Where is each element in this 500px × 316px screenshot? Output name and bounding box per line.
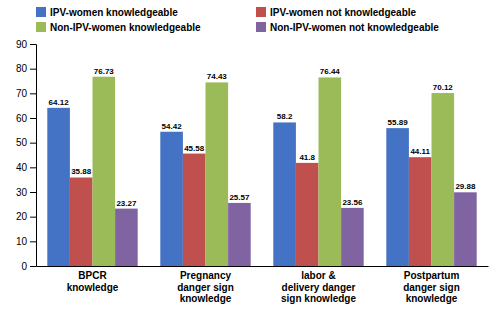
bar — [296, 163, 319, 266]
x-tick: BPCRknowledge — [67, 270, 119, 293]
y-tick-label: 10 — [16, 236, 28, 247]
data-label: 76.44 — [320, 67, 341, 76]
y-tick-mark — [30, 93, 36, 94]
legend-item: IPV-women knowledgeable — [36, 7, 178, 18]
x-tick-label: BPCRknowledge — [67, 270, 119, 293]
legend-item: IPV-women not knowledgeable — [256, 7, 417, 18]
bar — [47, 108, 70, 266]
y-tick-label: 80 — [16, 63, 28, 74]
bar — [432, 93, 455, 266]
legend-swatch — [256, 22, 266, 32]
data-label: 74.43 — [207, 72, 228, 81]
data-label: 23.56 — [342, 198, 363, 207]
chart: 64.12 54.42 58.2 55.89 35.88 45.58 41.8 44.11 76… — [0, 0, 500, 316]
y-tick-mark — [30, 167, 36, 168]
y-tick: 80 — [16, 63, 36, 74]
x-axis: BPCRknowledge Pregnancydanger signknowled… — [37, 267, 489, 305]
y-axis: 0 10 20 30 40 50 60 70 80 90 — [16, 39, 37, 272]
bar-series — [93, 77, 455, 266]
bar — [206, 82, 229, 266]
data-label: 45.58 — [184, 144, 205, 153]
data-label: 44.11 — [410, 147, 430, 156]
x-axis-line — [37, 266, 489, 267]
legend-label: Non-IPV-women not knowledgeable — [270, 22, 439, 33]
y-tick: 30 — [16, 187, 36, 198]
y-tick-mark — [30, 266, 36, 267]
legend-item: Non-IPV-women not knowledgeable — [256, 22, 439, 33]
x-tick-label: Postpartumdanger signknowledge — [403, 270, 460, 304]
bar — [183, 154, 206, 266]
y-tick-label: 60 — [16, 113, 28, 124]
x-tick-label: Pregnancydanger signknowledge — [177, 270, 234, 304]
legend-item: Non-IPV-women knowledgeable — [36, 22, 201, 33]
legend: IPV-women knowledgeable IPV-women not kno… — [36, 7, 439, 33]
y-tick: 90 — [16, 39, 36, 50]
legend-label: IPV-women knowledgeable — [50, 7, 178, 18]
data-label: 55.89 — [388, 118, 409, 127]
bar-series — [115, 192, 477, 266]
bar — [70, 177, 93, 266]
data-label: 64.12 — [49, 98, 70, 107]
y-tick: 10 — [16, 236, 36, 247]
y-tick: 40 — [16, 162, 36, 173]
legend-label: Non-IPV-women knowledgeable — [50, 22, 201, 33]
y-tick-mark — [30, 44, 36, 45]
x-tick: labor &delivery dangersign knowledge — [281, 270, 356, 304]
y-tick: 70 — [16, 88, 36, 99]
y-tick-label: 30 — [16, 187, 28, 198]
y-tick: 20 — [16, 211, 36, 222]
y-tick-label: 20 — [16, 211, 28, 222]
bar — [228, 203, 251, 266]
data-label: 70.12 — [433, 83, 454, 92]
data-label: 25.57 — [229, 193, 250, 202]
plot: 64.12 54.42 58.2 55.89 35.88 45.58 41.8 44.11 76… — [16, 39, 489, 304]
y-tick: 60 — [16, 113, 36, 124]
y-tick-mark — [30, 241, 36, 242]
data-label: 23.27 — [116, 199, 137, 208]
y-tick-mark — [30, 69, 36, 70]
y-tick-mark — [30, 118, 36, 119]
bar-series — [70, 154, 432, 266]
y-tick-label: 40 — [16, 162, 28, 173]
bar — [341, 208, 364, 266]
y-tick-label: 0 — [21, 261, 27, 272]
legend-swatch — [256, 7, 266, 17]
y-tick-mark — [30, 192, 36, 193]
y-tick-mark — [30, 143, 36, 144]
legend-swatch — [36, 7, 46, 17]
data-label: 41.8 — [299, 153, 315, 162]
y-tick-label: 50 — [16, 137, 28, 148]
x-tick-label: labor &delivery dangersign knowledge — [281, 270, 356, 304]
data-labels: 64.12 54.42 58.2 55.89 35.88 45.58 41.8 44.11 76… — [49, 67, 476, 208]
data-label: 76.73 — [94, 67, 115, 76]
x-tick: Pregnancydanger signknowledge — [177, 270, 234, 304]
bar — [93, 77, 116, 266]
bar — [386, 128, 409, 266]
data-label: 29.88 — [455, 182, 476, 191]
y-tick-label: 90 — [16, 39, 28, 50]
bar — [454, 192, 477, 266]
data-label: 58.2 — [277, 112, 293, 121]
bar — [409, 157, 432, 266]
data-label: 35.88 — [71, 167, 92, 176]
y-tick: 0 — [21, 261, 36, 272]
y-tick-label: 70 — [16, 88, 28, 99]
y-axis-line — [30, 45, 37, 267]
y-tick-mark — [30, 217, 36, 218]
data-label: 54.42 — [162, 122, 183, 131]
legend-label: IPV-women not knowledgeable — [270, 7, 417, 18]
legend-swatch — [36, 22, 46, 32]
bars — [47, 77, 476, 266]
bar — [319, 77, 342, 266]
bar — [273, 122, 296, 266]
bar — [115, 209, 138, 266]
x-tick: Postpartumdanger signknowledge — [403, 270, 460, 304]
y-tick: 50 — [16, 137, 36, 148]
bar — [160, 132, 183, 266]
